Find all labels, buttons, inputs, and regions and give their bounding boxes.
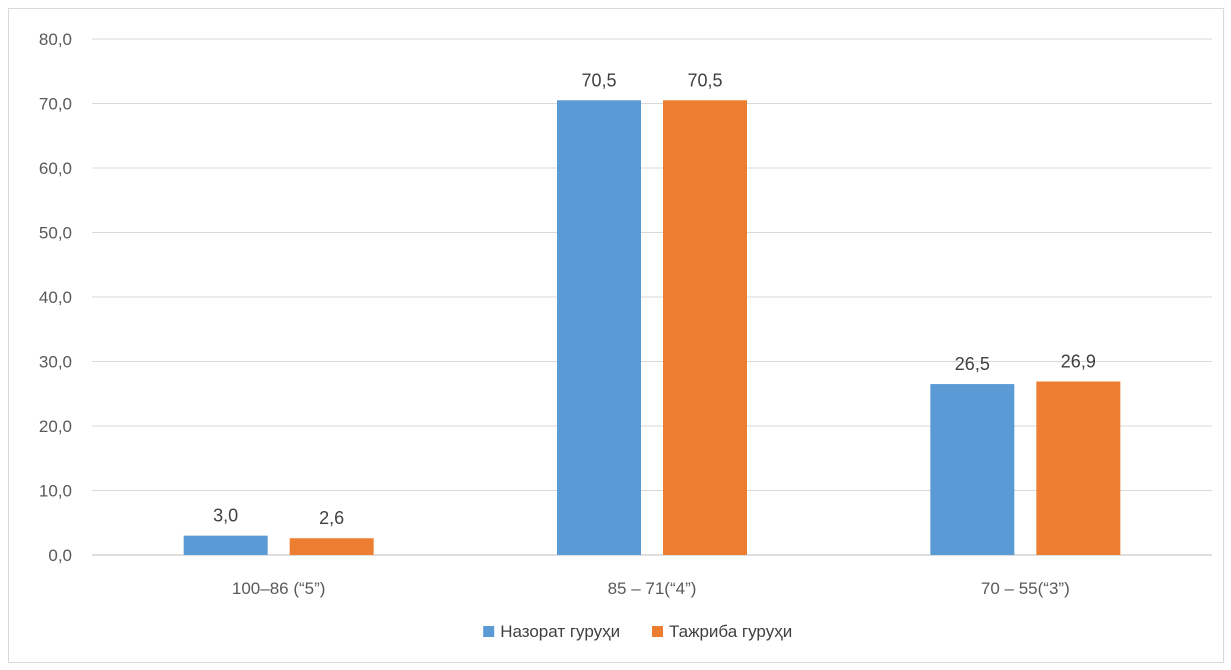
y-tick-label: 50,0 [39,224,72,243]
legend-label: Назорат гуруҳи [500,622,620,641]
data-label: 3,0 [213,506,238,526]
y-tick-label: 40,0 [39,288,72,307]
y-tick-label: 20,0 [39,417,72,436]
legend-label: Тажриба гуруҳи [669,622,792,641]
y-tick-label: 70,0 [39,95,72,114]
y-tick-label: 30,0 [39,353,72,372]
x-tick-label: 85 – 71(“4”) [608,579,697,598]
data-label: 70,5 [581,70,616,90]
x-tick-label: 100–86 (“5”) [232,579,326,598]
bar [663,100,747,556]
data-label: 2,6 [319,508,344,528]
y-tick-label: 60,0 [39,159,72,178]
data-label: 26,5 [955,354,990,374]
y-tick-label: 10,0 [39,482,72,501]
y-tick-label: 80,0 [39,30,72,49]
data-label: 70,5 [687,70,722,90]
bar [930,384,1015,555]
data-label: 26,9 [1061,351,1096,371]
bar [557,100,641,556]
bar [289,538,374,555]
bar [183,535,268,555]
x-tick-label: 70 – 55(“3”) [981,579,1070,598]
legend-swatch [652,626,663,637]
bar [1036,381,1121,555]
y-tick-label: 0,0 [48,546,72,565]
legend-swatch [483,626,495,637]
